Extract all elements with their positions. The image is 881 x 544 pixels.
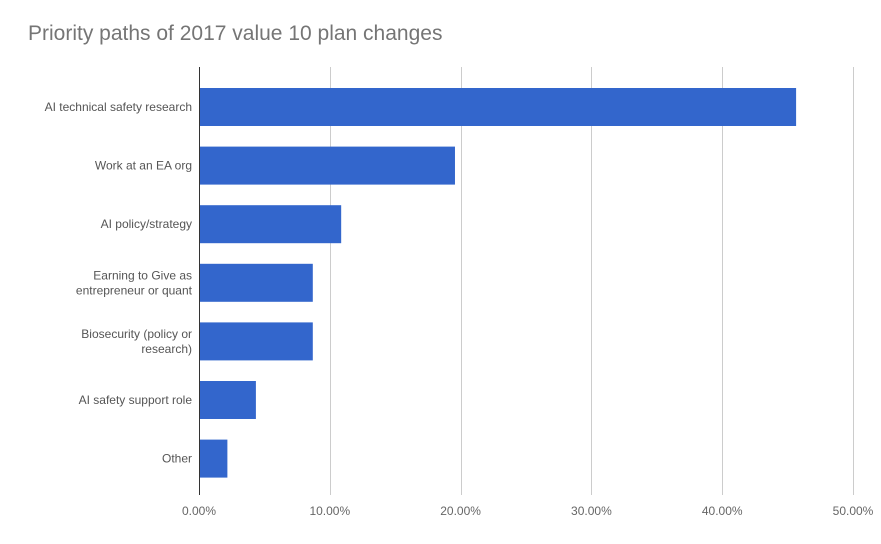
bar bbox=[199, 439, 228, 478]
category-label: AI policy/strategy bbox=[101, 217, 192, 231]
bar bbox=[199, 88, 797, 126]
category-label: AI technical safety research bbox=[45, 100, 192, 114]
x-tick-label: 10.00% bbox=[309, 504, 350, 518]
category-label: entrepreneur or quant bbox=[76, 283, 193, 297]
bar bbox=[199, 263, 313, 302]
x-tick-label: 30.00% bbox=[571, 504, 612, 518]
bar bbox=[199, 205, 342, 244]
x-tick-label: 50.00% bbox=[833, 504, 874, 518]
category-label: AI safety support role bbox=[79, 393, 193, 407]
bar bbox=[199, 381, 256, 419]
category-label: research) bbox=[141, 342, 192, 356]
x-tick-label: 20.00% bbox=[440, 504, 481, 518]
chart-title: Priority paths of 2017 value 10 plan cha… bbox=[28, 22, 443, 45]
bar bbox=[199, 322, 313, 361]
x-tick-label: 40.00% bbox=[702, 504, 743, 518]
category-label: Other bbox=[162, 452, 192, 466]
category-label: Biosecurity (policy or bbox=[81, 327, 192, 341]
category-label: Work at an EA org bbox=[95, 159, 192, 173]
category-label: Earning to Give as bbox=[93, 268, 192, 282]
x-tick-label: 0.00% bbox=[182, 504, 216, 518]
bar bbox=[199, 146, 455, 185]
